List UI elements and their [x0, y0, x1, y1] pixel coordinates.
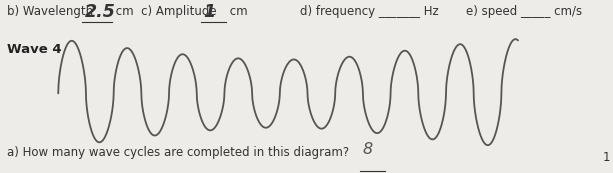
Text: b) Wavelength: b) Wavelength	[7, 5, 93, 18]
Text: cm: cm	[226, 5, 247, 18]
Text: a) How many wave cycles are completed in this diagram?: a) How many wave cycles are completed in…	[7, 146, 349, 159]
Text: e) speed _____ cm/s: e) speed _____ cm/s	[466, 5, 582, 18]
Text: 1: 1	[603, 151, 610, 164]
Text: d) frequency _______ Hz: d) frequency _______ Hz	[300, 5, 439, 18]
Text: Wave 4: Wave 4	[7, 43, 62, 56]
Text: 2.5: 2.5	[85, 3, 115, 21]
Text: 1: 1	[204, 3, 216, 21]
Text: 8: 8	[363, 142, 373, 157]
Text: cm  c) Amplitude: cm c) Amplitude	[112, 5, 217, 18]
